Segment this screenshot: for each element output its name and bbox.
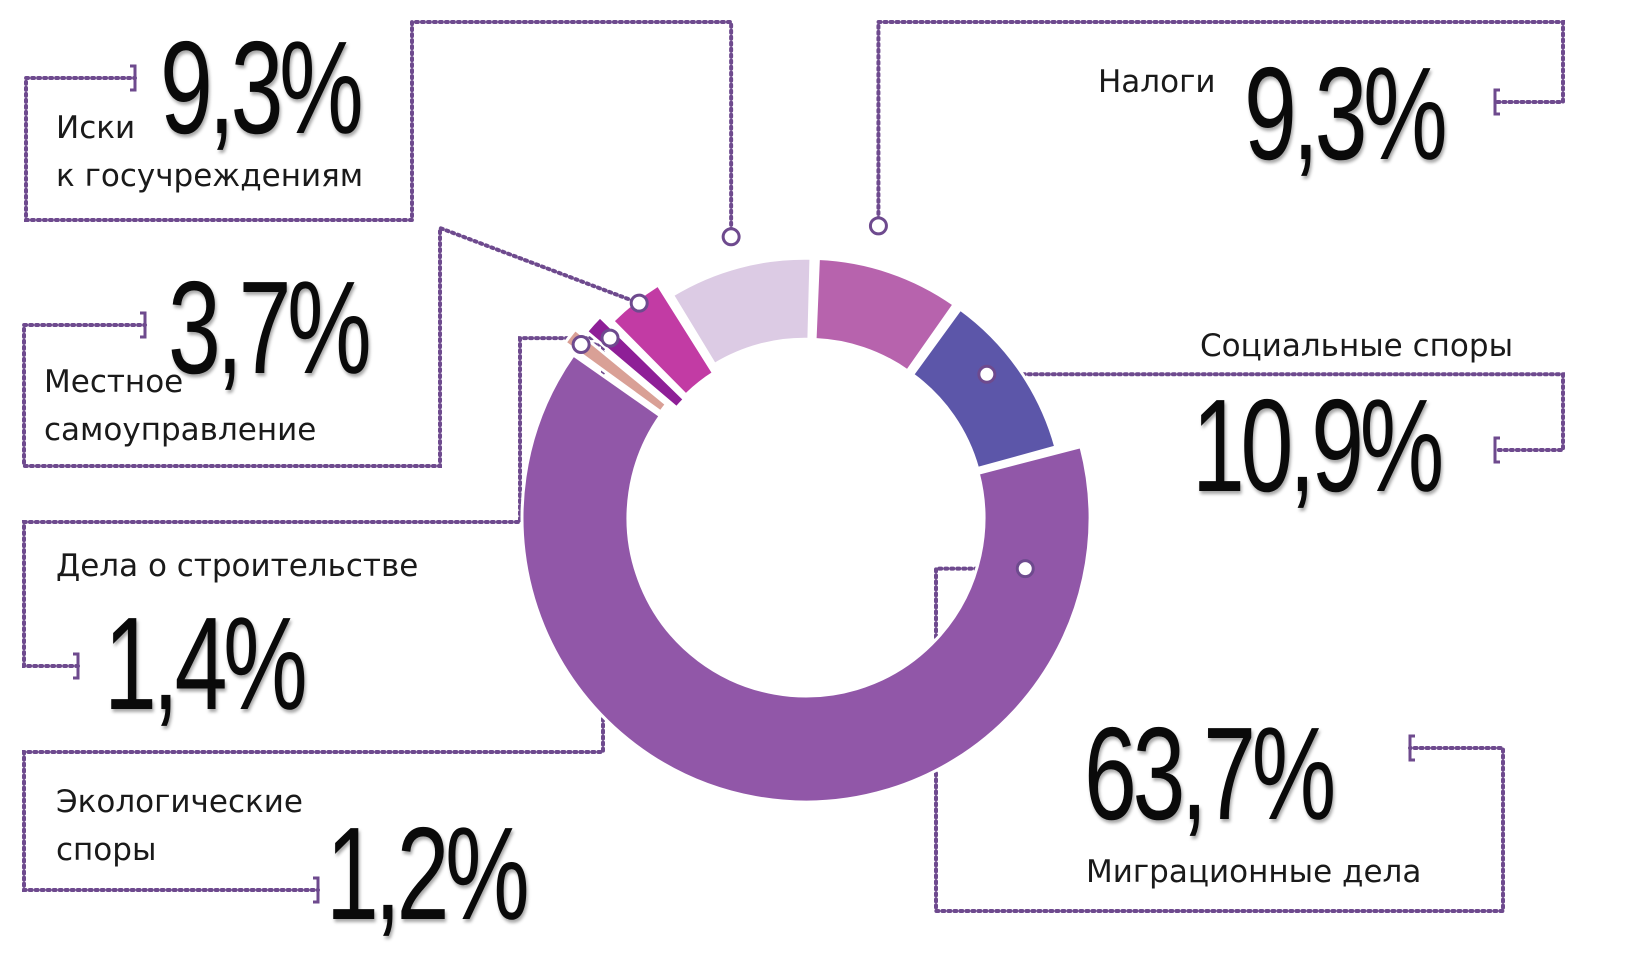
- label-local-line2: самоуправление: [44, 412, 317, 449]
- connector-migration: [934, 566, 1505, 913]
- label-ecology-line1: Экологические: [56, 784, 303, 820]
- label-taxes: Налоги: [1098, 64, 1216, 100]
- value-social: 10,9%: [1192, 372, 1444, 519]
- value-taxes: 9,3%: [1244, 40, 1448, 187]
- marker-migration: [1015, 559, 1035, 579]
- bracket-tick-3: [313, 876, 320, 904]
- label-claims-line2: к госучреждениям: [56, 158, 364, 195]
- bracket-tick-6: [1408, 734, 1415, 762]
- value-claims: 9,3%: [160, 14, 364, 161]
- marker-local: [629, 293, 649, 313]
- label-ecology: Экологические споры: [56, 778, 303, 874]
- connector-taxes: [876, 20, 1565, 228]
- bracket-tick-0: [130, 64, 137, 92]
- slice-social: [910, 307, 1058, 471]
- slice-markers: [571, 216, 1035, 579]
- slice-migration: [520, 352, 1092, 804]
- connector-local: [22, 225, 642, 468]
- connector-ecology: [22, 342, 605, 892]
- value-ecology: 1,2%: [326, 800, 530, 947]
- connector-claims: [24, 20, 734, 239]
- label-claims-line1: Иски: [56, 110, 136, 146]
- marker-taxes: [868, 216, 888, 236]
- bracket-tick-4: [1493, 88, 1500, 116]
- bracket-tick-1: [140, 311, 147, 339]
- connector-construction: [22, 336, 613, 668]
- slice-ecology: [562, 327, 669, 414]
- slice-claims: [670, 256, 813, 367]
- value-construction: 1,4%: [104, 590, 308, 737]
- bracket-tick-2: [73, 652, 80, 680]
- value-local: 3,7%: [168, 254, 372, 401]
- label-construction: Дела о строительстве: [56, 548, 419, 584]
- label-local: Местное самоуправление: [44, 358, 316, 454]
- value-migration: 63,7%: [1084, 700, 1336, 847]
- label-ecology-line2: споры: [56, 832, 157, 869]
- marker-ecology: [571, 335, 591, 355]
- label-local-line1: Местное: [44, 364, 184, 400]
- label-claims: Иски к госучреждениям: [56, 104, 363, 200]
- slice-taxes: [813, 256, 957, 373]
- label-social: Социальные споры: [1200, 328, 1514, 364]
- marker-social: [977, 364, 997, 384]
- leader-lines: [22, 20, 1565, 913]
- bracket-tick-5: [1493, 436, 1500, 464]
- connector-social: [984, 372, 1565, 452]
- label-migration: Миграционные дела: [1086, 854, 1422, 890]
- marker-claims: [721, 227, 741, 247]
- marker-construction: [600, 328, 620, 348]
